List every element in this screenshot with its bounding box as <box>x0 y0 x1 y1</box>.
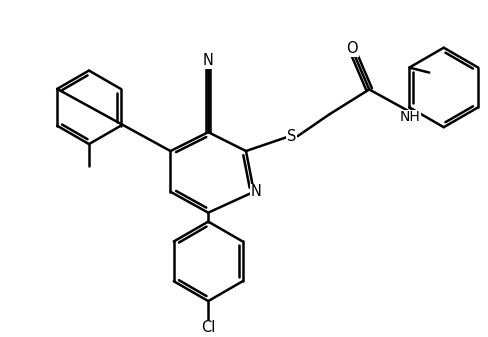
Text: N: N <box>250 184 261 199</box>
Text: N: N <box>203 53 213 68</box>
Text: NH: NH <box>399 110 420 124</box>
Text: S: S <box>286 129 296 144</box>
Text: O: O <box>346 41 357 56</box>
Text: Cl: Cl <box>201 320 215 335</box>
